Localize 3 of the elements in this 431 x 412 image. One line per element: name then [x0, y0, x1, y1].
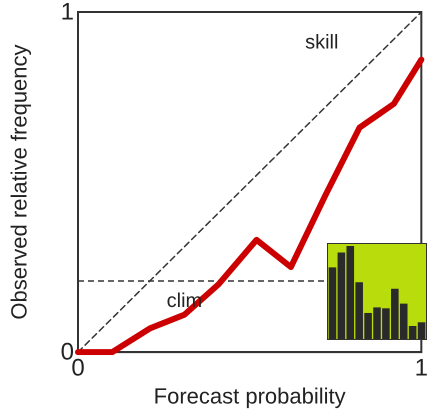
x-axis-title: Forecast probability [154, 384, 346, 408]
y-axis-title: Observed relative frequency [6, 44, 32, 320]
annotation: skill [305, 32, 338, 54]
